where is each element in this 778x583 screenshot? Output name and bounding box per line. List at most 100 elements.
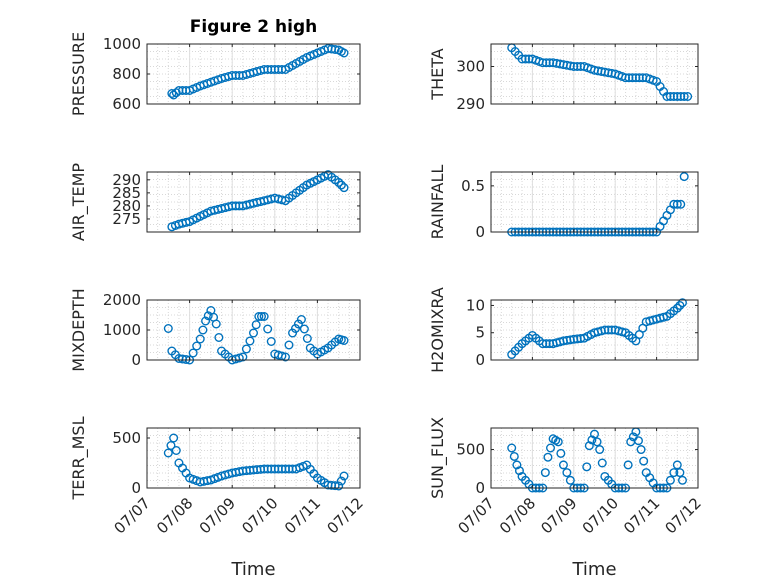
data-point: [592, 437, 602, 447]
data-point: [662, 91, 672, 101]
data-point: [339, 48, 349, 58]
x-tick-label: 07/10: [238, 494, 281, 537]
y-tick-label: 285: [112, 184, 141, 202]
data-point: [166, 441, 176, 451]
data-point: [679, 172, 689, 182]
data-point: [672, 460, 682, 470]
y-tick-label: 0: [131, 479, 141, 497]
data-point: [163, 324, 173, 334]
data-point: [683, 91, 693, 101]
data-point: [248, 328, 258, 338]
data-point: [293, 319, 303, 329]
data-point: [556, 448, 566, 458]
data-point: [291, 324, 301, 334]
data-point: [677, 298, 687, 308]
y-tick-label: 290: [456, 95, 485, 113]
data-point: [665, 475, 675, 485]
y-axis-label: MIXDEPTH: [69, 288, 88, 371]
data-point: [665, 91, 675, 101]
data-point: [195, 334, 205, 344]
y-axis-label: AIR_TEMP: [69, 163, 89, 241]
data-points: [507, 298, 687, 360]
y-axis-label: H2OMIXRA: [428, 287, 447, 373]
subplot-2: 290 300 THETA: [428, 43, 699, 113]
data-point: [509, 451, 519, 461]
data-point: [672, 199, 682, 209]
y-tick-label: 0: [475, 351, 485, 369]
data-point: [553, 437, 563, 447]
data-points: [163, 306, 349, 365]
data-point: [302, 334, 312, 344]
data-point: [558, 460, 568, 470]
data-point: [211, 319, 221, 329]
data-point: [636, 445, 646, 455]
y-tick-label: 10: [466, 296, 485, 314]
data-point: [677, 475, 687, 485]
data-point: [171, 446, 181, 456]
data-point: [597, 458, 607, 468]
x-axis-label: Time: [230, 559, 275, 580]
data-point: [238, 352, 248, 362]
data-point: [627, 73, 637, 83]
x-tick-label: 07/11: [620, 494, 663, 537]
data-point: [676, 199, 686, 209]
y-axis-label: RAINFALL: [428, 165, 447, 240]
data-point: [669, 468, 679, 478]
y-tick-label: 275: [112, 210, 141, 228]
data-point: [623, 460, 633, 470]
x-tick-label: 07/08: [496, 494, 539, 537]
data-point: [541, 339, 551, 349]
data-point: [565, 475, 575, 485]
data-point: [288, 328, 298, 338]
y-tick-label: 280: [112, 197, 141, 215]
y-axis-label: SUN_FLUX: [428, 417, 448, 499]
subplot-7: 0 500 07/07 07/08 07/09 07/10 07/11 07/12 TERR_M…: [69, 416, 367, 580]
data-point: [254, 312, 264, 322]
subplot-6: 0 5 10 H2OMIXRA: [428, 287, 699, 373]
x-tick-label: 07/07: [455, 494, 498, 537]
x-tick-label: 07/08: [153, 494, 196, 537]
data-point: [169, 90, 179, 100]
data-point: [587, 435, 597, 445]
y-tick-label: 0: [131, 351, 141, 369]
data-point: [659, 312, 669, 322]
x-tick-label: 07/11: [281, 494, 324, 537]
data-point: [299, 324, 309, 334]
data-point: [512, 460, 522, 470]
data-points: [167, 44, 349, 100]
x-tick-label: 07/09: [196, 494, 239, 537]
data-point: [540, 468, 550, 478]
data-point: [192, 341, 202, 351]
subplot-1: 600 800 1000 PRESSURE Figure 2 high: [69, 17, 361, 116]
x-axis-label: Time: [571, 559, 616, 580]
y-tick-label: 500: [456, 441, 485, 459]
data-point: [284, 340, 294, 350]
data-point: [675, 300, 685, 310]
data-point: [334, 481, 344, 491]
data-point: [336, 476, 346, 486]
y-axis-label: TERR_MSL: [69, 416, 89, 500]
y-tick-label: 300: [456, 58, 485, 76]
data-point: [595, 445, 605, 455]
axes-box: [490, 43, 699, 105]
data-point: [543, 452, 553, 462]
data-point: [214, 333, 224, 343]
data-point: [672, 303, 682, 313]
y-tick-label: 0: [475, 479, 485, 497]
data-points: [163, 433, 349, 491]
y-tick-label: 1000: [103, 35, 141, 53]
data-point: [562, 468, 572, 478]
data-point: [201, 316, 211, 326]
data-point: [514, 466, 524, 476]
data-point: [330, 481, 340, 491]
data-point: [336, 180, 346, 190]
data-point: [584, 441, 594, 451]
data-point: [188, 348, 198, 358]
data-point: [245, 336, 255, 346]
axes-box: [490, 171, 699, 233]
x-tick-label: 07/07: [111, 494, 154, 537]
y-tick-label: 2000: [103, 291, 141, 309]
y-tick-label: 0.5: [461, 177, 485, 195]
